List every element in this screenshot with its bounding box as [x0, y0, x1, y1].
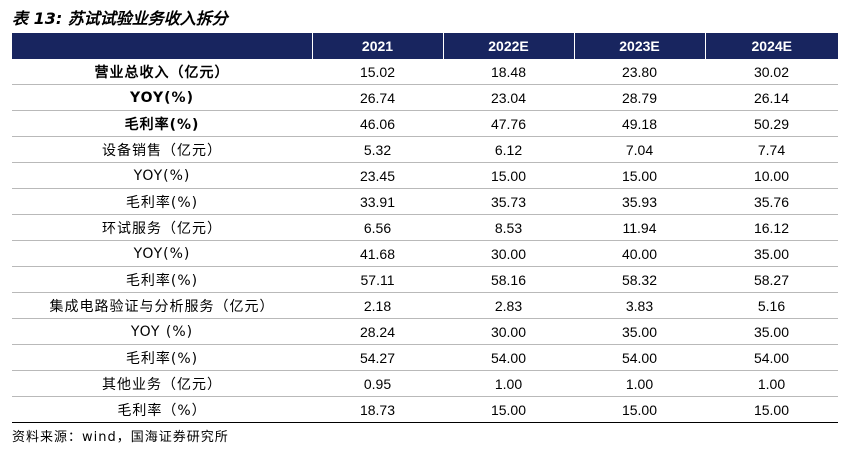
table-cell: 57.11	[312, 266, 443, 293]
table-cell: 15.00	[443, 162, 574, 189]
table-cell: 35.93	[574, 188, 705, 215]
table-cell: 11.94	[574, 214, 705, 241]
table-cell: 7.74	[705, 136, 838, 163]
table-cell: 5.16	[705, 292, 838, 319]
table-cell: 35.00	[574, 318, 705, 345]
table-cell: 16.12	[705, 214, 838, 241]
table-cell: 3.83	[574, 292, 705, 319]
table-cell: 58.32	[574, 266, 705, 293]
column-header: 2022E	[443, 33, 575, 59]
table-cell: 1.00	[443, 370, 574, 397]
table-cell: 58.16	[443, 266, 574, 293]
table-cell: 10.00	[705, 162, 838, 189]
table-cell: 15.00	[705, 396, 838, 423]
row-label: 毛利率(%)	[12, 110, 312, 137]
table-cell: 1.00	[705, 370, 838, 397]
row-label: 毛利率(%)	[12, 344, 312, 371]
row-label: YOY(%)	[12, 84, 312, 111]
table-cell: 46.06	[312, 110, 443, 137]
table-cell: 18.73	[312, 396, 443, 423]
table-header-row: 2021 2022E 2023E 2024E	[12, 33, 838, 59]
table-title: 表 13: 苏试试验业务收入拆分	[12, 9, 228, 28]
column-header: 2023E	[574, 33, 706, 59]
table-cell: 2.18	[312, 292, 443, 319]
row-label: 营业总收入（亿元）	[12, 59, 312, 85]
row-label: YOY (%)	[12, 318, 312, 345]
table-cell: 8.53	[443, 214, 574, 241]
table-cell: 2.83	[443, 292, 574, 319]
table-row: 集成电路验证与分析服务（亿元） 2.18 2.83 3.83 5.16	[12, 292, 838, 319]
table-cell: 41.68	[312, 240, 443, 267]
table-cell: 28.79	[574, 84, 705, 111]
table-cell: 35.73	[443, 188, 574, 215]
table-cell: 30.00	[443, 318, 574, 345]
table-row: 环试服务（亿元） 6.56 8.53 11.94 16.12	[12, 214, 838, 241]
source-note: 资料来源：wind，国海证券研究所	[12, 430, 229, 445]
revenue-breakdown-table: 2021 2022E 2023E 2024E 营业总收入（亿元） 15.02 18.…	[12, 33, 838, 423]
row-label: 毛利率(%)	[12, 188, 312, 215]
row-label: 环试服务（亿元）	[12, 214, 312, 241]
table-cell: 58.27	[705, 266, 838, 293]
table-cell: 47.76	[443, 110, 574, 137]
row-label: 毛利率(%)	[12, 266, 312, 293]
table-cell: 7.04	[574, 136, 705, 163]
table-cell: 6.56	[312, 214, 443, 241]
table-row: YOY(%) 23.45 15.00 15.00 10.00	[12, 162, 838, 189]
table-cell: 23.45	[312, 162, 443, 189]
table-row: 毛利率（%） 18.73 15.00 15.00 15.00	[12, 396, 838, 423]
column-header: 2024E	[705, 33, 838, 59]
table-cell: 50.29	[705, 110, 838, 137]
table-row: 毛利率(%) 54.27 54.00 54.00 54.00	[12, 344, 838, 371]
table-cell: 23.80	[574, 59, 705, 85]
table-cell: 49.18	[574, 110, 705, 137]
table-row: 毛利率(%) 46.06 47.76 49.18 50.29	[12, 110, 838, 137]
table-cell: 0.95	[312, 370, 443, 397]
table-cell: 40.00	[574, 240, 705, 267]
row-label: YOY(%)	[12, 240, 312, 267]
row-label: YOY(%)	[12, 162, 312, 189]
column-header	[12, 33, 313, 59]
table-cell: 54.00	[574, 344, 705, 371]
table-cell: 54.00	[705, 344, 838, 371]
table-cell: 15.00	[443, 396, 574, 423]
table-cell: 15.00	[574, 162, 705, 189]
table-cell: 54.27	[312, 344, 443, 371]
column-header: 2021	[312, 33, 444, 59]
row-label: 毛利率（%）	[12, 396, 312, 423]
table-row: 营业总收入（亿元） 15.02 18.48 23.80 30.02	[12, 59, 838, 85]
table-row: YOY(%) 41.68 30.00 40.00 35.00	[12, 240, 838, 267]
table-cell: 54.00	[443, 344, 574, 371]
table-row: 毛利率(%) 33.91 35.73 35.93 35.76	[12, 188, 838, 215]
table-cell: 6.12	[443, 136, 574, 163]
table-cell: 15.00	[574, 396, 705, 423]
table-cell: 30.00	[443, 240, 574, 267]
table-cell: 18.48	[443, 59, 574, 85]
table-row: 设备销售（亿元） 5.32 6.12 7.04 7.74	[12, 136, 838, 163]
table-cell: 35.00	[705, 240, 838, 267]
row-label: 其他业务（亿元）	[12, 370, 312, 397]
table-cell: 1.00	[574, 370, 705, 397]
table-cell: 35.76	[705, 188, 838, 215]
row-label: 集成电路验证与分析服务（亿元）	[12, 292, 312, 319]
table-cell: 28.24	[312, 318, 443, 345]
table-row: 毛利率(%) 57.11 58.16 58.32 58.27	[12, 266, 838, 293]
table-body: 营业总收入（亿元） 15.02 18.48 23.80 30.02 YOY(%) 26.74…	[12, 59, 838, 423]
table-row: 其他业务（亿元） 0.95 1.00 1.00 1.00	[12, 370, 838, 397]
table-cell: 26.74	[312, 84, 443, 111]
table-cell: 15.02	[312, 59, 443, 85]
table-row: YOY (%) 28.24 30.00 35.00 35.00	[12, 318, 838, 345]
table-cell: 35.00	[705, 318, 838, 345]
table-cell: 26.14	[705, 84, 838, 111]
table-row: YOY(%) 26.74 23.04 28.79 26.14	[12, 84, 838, 111]
row-label: 设备销售（亿元）	[12, 136, 312, 163]
table-cell: 33.91	[312, 188, 443, 215]
table-cell: 30.02	[705, 59, 838, 85]
table-cell: 5.32	[312, 136, 443, 163]
table-cell: 23.04	[443, 84, 574, 111]
